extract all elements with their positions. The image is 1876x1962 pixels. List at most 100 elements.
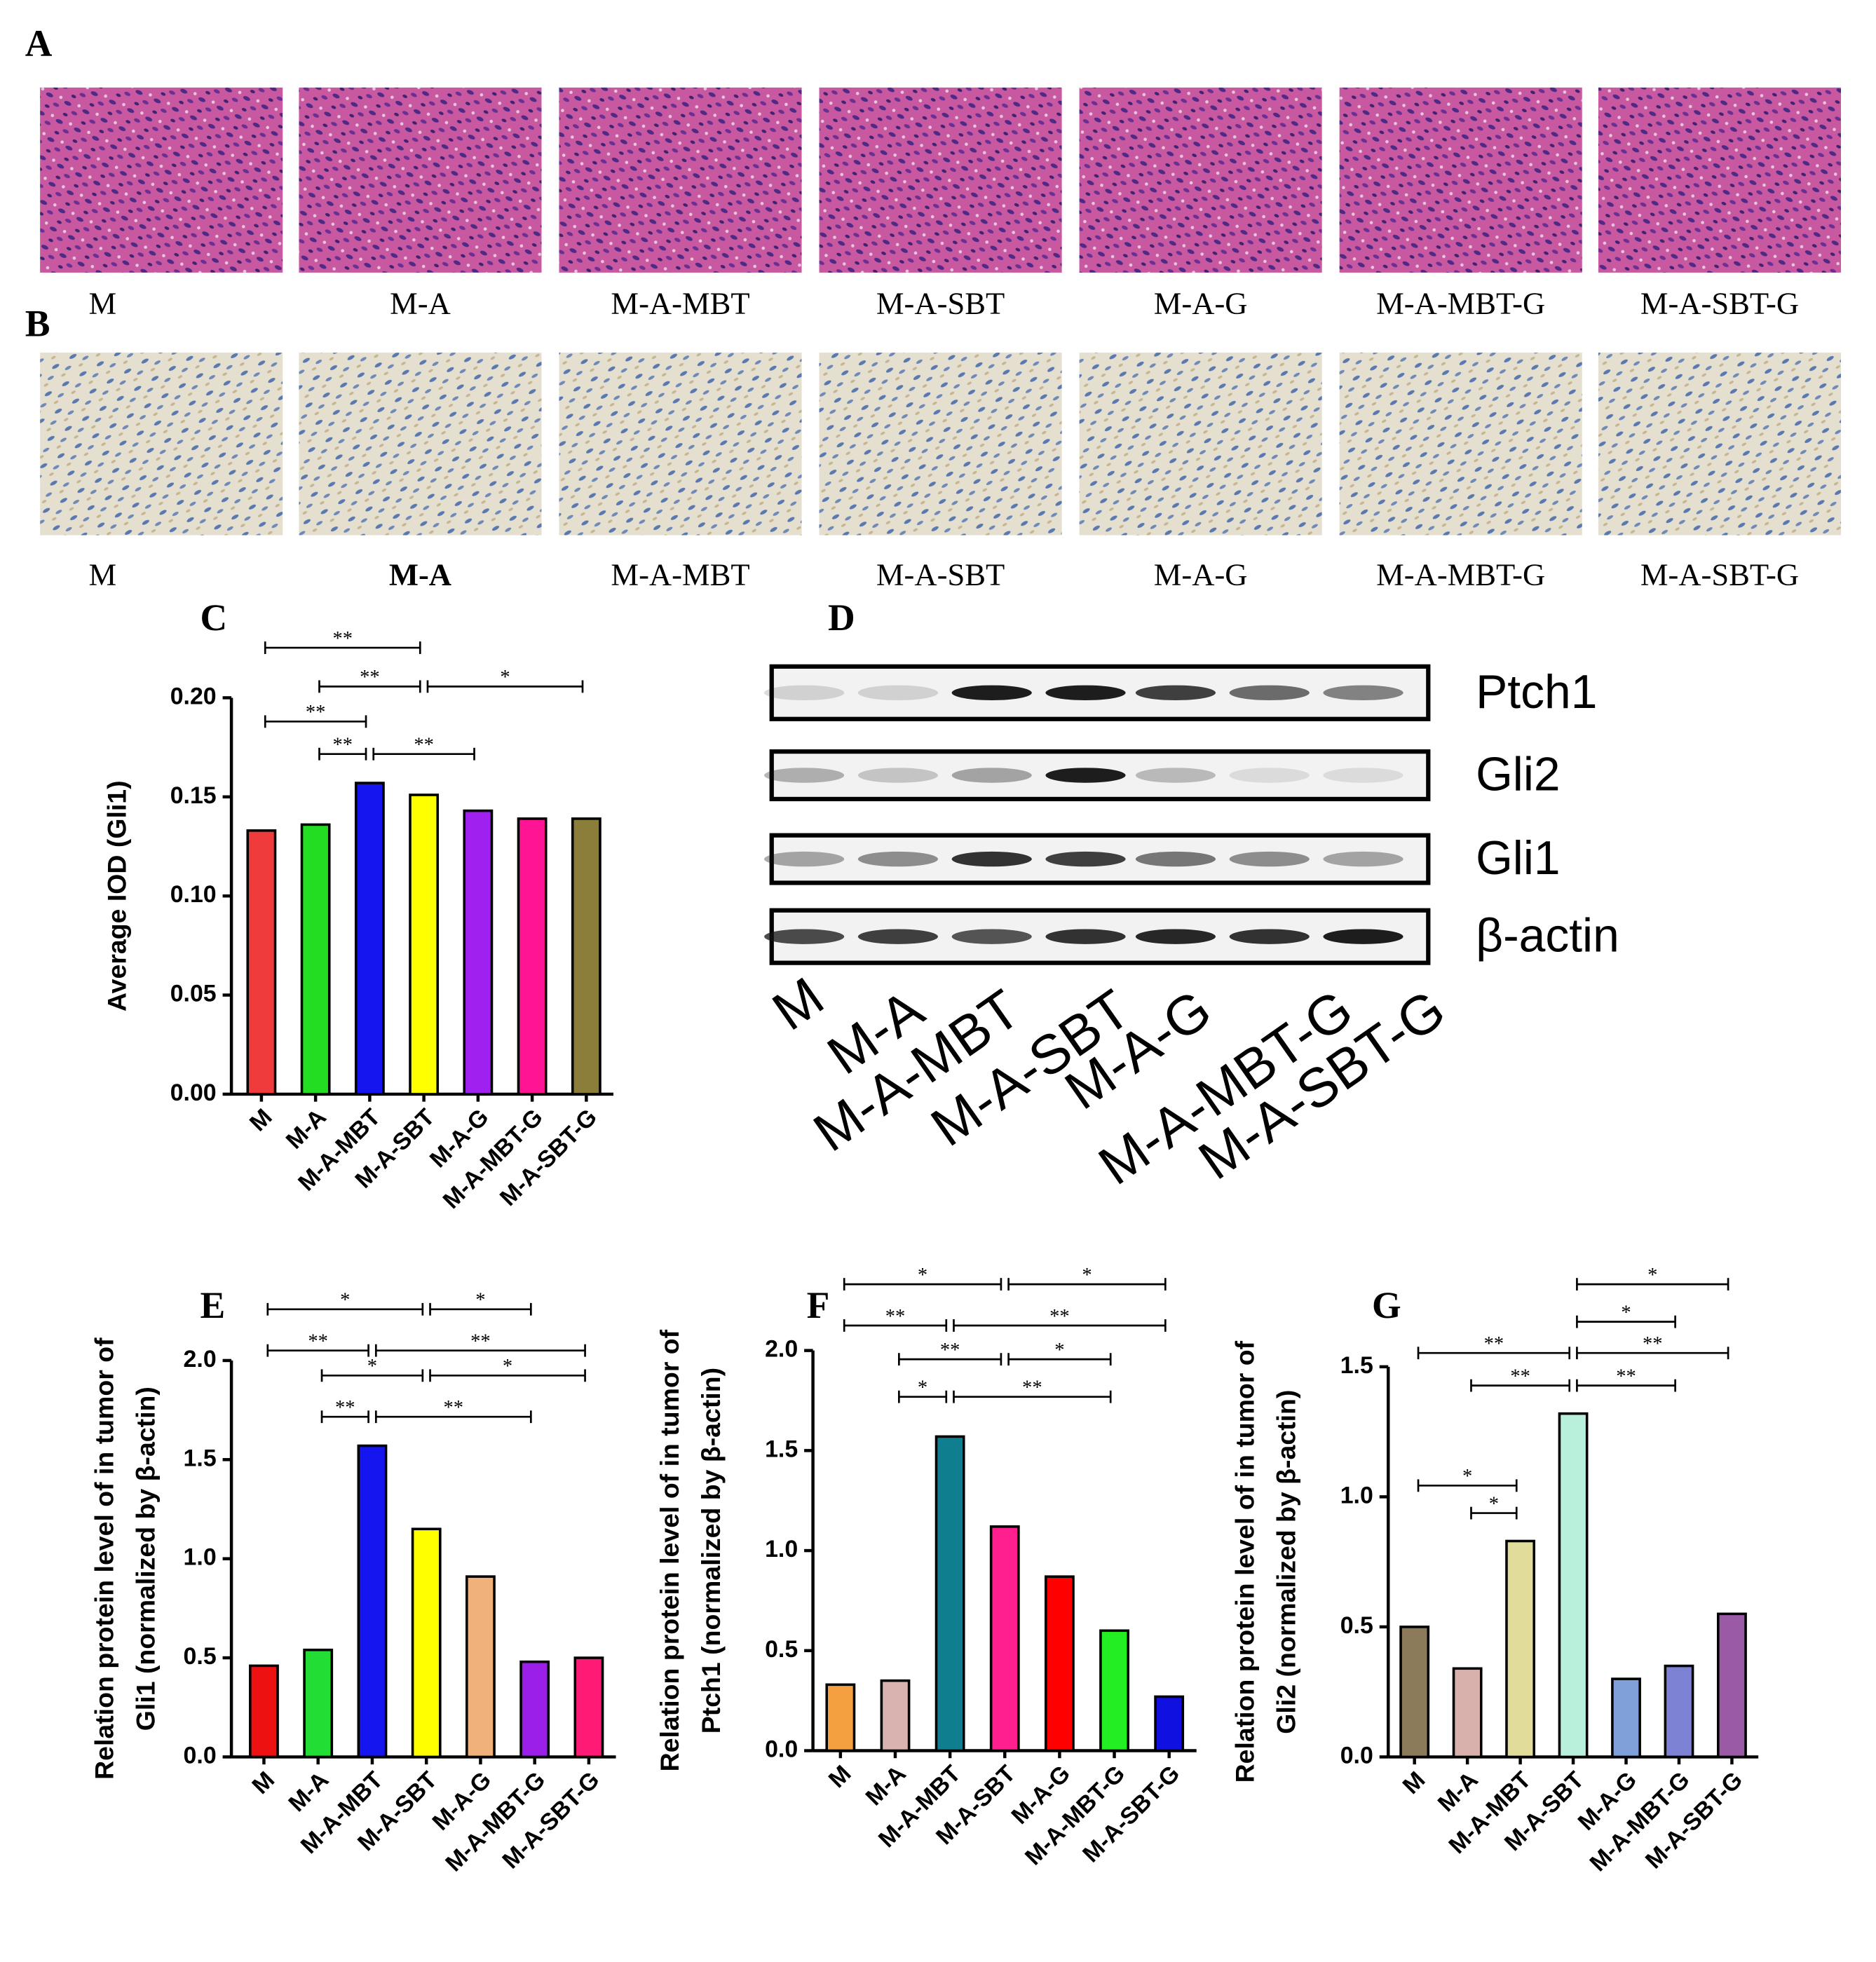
y-tick-label: 1.5 [184, 1445, 217, 1471]
micrograph-label: M [89, 285, 117, 320]
blot-band [951, 768, 1032, 783]
bar [357, 1444, 388, 1759]
protein-label: Gli1 [1476, 832, 1561, 885]
significance-label: ** [360, 667, 380, 688]
y-axis-label: Relation protein level of in tumor of [1230, 1340, 1260, 1783]
y-tick-label: 0.00 [170, 1079, 217, 1106]
bar [411, 1527, 442, 1759]
significance-label: ** [1643, 1333, 1663, 1355]
significance-label: * [503, 1356, 512, 1377]
x-tick-label: M [824, 1760, 857, 1793]
significance-label: ** [1049, 1306, 1070, 1328]
micrograph [819, 87, 1062, 273]
blot-band [951, 851, 1032, 867]
micrograph-label: M-A-MBT [611, 557, 749, 592]
blot-band [857, 929, 938, 944]
significance-label: * [918, 1265, 927, 1286]
significance-label: ** [335, 1397, 355, 1419]
significance-label: ** [332, 628, 353, 650]
bar [519, 1660, 550, 1759]
significance-label: ** [332, 735, 353, 756]
panel-letter: C [200, 597, 227, 639]
y-axis-label: Gli2 (normalized by β-actin) [1271, 1390, 1300, 1734]
blot-band [951, 685, 1032, 701]
significance-label: ** [1510, 1365, 1530, 1387]
y-tick-label: 0.0 [1340, 1742, 1373, 1769]
micrograph [299, 353, 542, 536]
significance-label: ** [1484, 1333, 1504, 1355]
blot-band [1135, 685, 1216, 701]
bar [463, 809, 494, 1096]
content: A B C D E F G M M-A M-A-MBT M-A-SBT M-A-G M-A-MBT-G M… [25, 22, 1842, 1876]
blot-band [1045, 929, 1126, 944]
bar [409, 793, 440, 1096]
blot-band [1229, 768, 1310, 783]
y-tick-label: 0.5 [765, 1636, 798, 1663]
bar [1664, 1664, 1694, 1759]
y-tick-label: 1.0 [765, 1536, 798, 1562]
panel-letter: B [25, 303, 50, 345]
y-tick-label: 0.0 [765, 1736, 798, 1762]
x-tick-label: M [245, 1104, 278, 1137]
significance-label: ** [940, 1340, 960, 1361]
y-tick-label: 0.05 [170, 981, 217, 1007]
bar [1452, 1667, 1483, 1759]
bar [825, 1683, 856, 1752]
bar [249, 1664, 279, 1759]
significance-label: ** [470, 1330, 491, 1352]
y-axis-label: Average IOD (Gli1) [102, 780, 131, 1011]
panel-letter: A [25, 22, 53, 64]
y-tick-label: 2.0 [184, 1346, 217, 1372]
bar [1099, 1629, 1129, 1752]
significance-label: ** [1022, 1377, 1042, 1399]
significance-label: ** [1616, 1365, 1636, 1387]
blot-band [1045, 851, 1126, 867]
blot-band [1229, 851, 1310, 867]
bar [517, 817, 548, 1096]
significance-label: ** [306, 702, 326, 723]
bar [1505, 1539, 1536, 1759]
y-tick-label: 0.0 [184, 1742, 217, 1769]
micrograph-label: M-A-MBT [611, 285, 749, 320]
blot-band [764, 851, 845, 867]
micrograph-label: M-A [390, 285, 451, 320]
micrograph [1339, 353, 1582, 536]
blot-band [1135, 768, 1216, 783]
micrograph [1339, 87, 1582, 273]
micrograph-label: M-A-MBT-G [1376, 285, 1545, 320]
micrograph-label: M-A-SBT-G [1640, 557, 1799, 592]
micrograph [1079, 353, 1322, 536]
micrograph [559, 87, 802, 273]
micrograph-label: M-A-SBT [876, 557, 1005, 592]
blot-band [1323, 851, 1403, 867]
blot-band [951, 929, 1032, 944]
y-tick-label: 2.0 [765, 1336, 798, 1363]
significance-label: * [500, 667, 510, 688]
bar [1044, 1575, 1075, 1752]
y-tick-label: 0.5 [1340, 1612, 1373, 1639]
protein-label: Ptch1 [1476, 666, 1597, 718]
bar [246, 829, 277, 1096]
significance-label: ** [414, 735, 434, 756]
blot-band [764, 685, 845, 701]
significance-label: * [340, 1290, 350, 1312]
y-tick-label: 1.5 [1340, 1352, 1373, 1379]
blot-band [1045, 685, 1126, 701]
blot-band [1323, 929, 1403, 944]
bar [1717, 1612, 1747, 1759]
micrograph-label: M-A [389, 557, 451, 592]
micrograph-label: M [89, 557, 117, 592]
significance-label: * [367, 1356, 377, 1377]
micrograph-label: M-A-G [1154, 285, 1248, 320]
y-axis-label: Gli1 (normalized by β-actin) [130, 1387, 160, 1731]
micrograph [559, 353, 802, 536]
significance-label: * [475, 1290, 485, 1312]
blot-band [857, 851, 938, 867]
blot-band [764, 929, 845, 944]
micrograph-label: M-A-SBT [876, 285, 1005, 320]
micrograph-label: M-A-MBT-G [1376, 557, 1545, 592]
y-tick-label: 1.0 [1340, 1482, 1373, 1508]
y-axis-label: Relation protein level of in tumor of [655, 1329, 684, 1771]
bar [303, 1648, 334, 1759]
